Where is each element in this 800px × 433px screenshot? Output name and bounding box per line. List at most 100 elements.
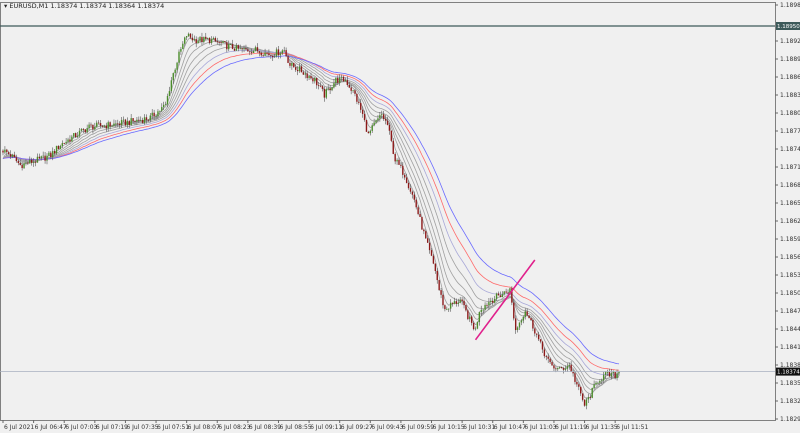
candle-body — [187, 33, 190, 37]
candle-body — [9, 154, 12, 157]
candle-body — [63, 143, 65, 144]
candle-body — [220, 42, 222, 44]
candle-body — [15, 157, 18, 162]
candle-body — [36, 156, 39, 163]
candle-body — [316, 78, 318, 86]
x-tick-label: 6 Jul 07:35 — [126, 424, 158, 431]
candle-body — [103, 125, 106, 127]
candle-body — [151, 112, 153, 116]
candle-body — [440, 290, 442, 295]
price-label-badge — [776, 367, 800, 376]
candle-body — [161, 107, 163, 111]
candle-body — [331, 87, 333, 91]
candle-body — [180, 48, 182, 52]
candle-body — [488, 302, 490, 306]
candle-body — [591, 387, 593, 398]
candle-body — [314, 78, 316, 82]
candle-body — [243, 48, 245, 50]
candle-body — [423, 229, 425, 232]
trendline[interactable] — [474, 259, 536, 341]
x-tick-label: 6 Jul 09:59 — [402, 424, 434, 431]
candle-body — [457, 302, 459, 304]
candle-body — [147, 119, 150, 121]
candle-body — [184, 37, 186, 44]
candle-body — [214, 37, 217, 42]
candle-body — [379, 115, 381, 119]
candle-body — [118, 123, 121, 126]
y-tick-label: 1.18475 — [780, 308, 800, 315]
y-tick-label: 1.18655 — [780, 200, 800, 207]
candle-body — [38, 156, 41, 159]
candle-body — [469, 316, 471, 320]
candle-body — [616, 373, 618, 378]
triangle-down-icon[interactable]: ▾ — [4, 2, 8, 10]
candle-body — [61, 143, 64, 146]
candle-body — [428, 242, 431, 251]
candle-body — [564, 368, 567, 370]
candle-body — [86, 128, 88, 133]
candle-body — [168, 91, 171, 96]
candle-body — [82, 129, 85, 130]
candle-body — [122, 119, 125, 121]
candle-body — [249, 51, 251, 53]
candle-body — [474, 328, 477, 330]
candle-body — [44, 155, 46, 161]
candle-body — [96, 122, 98, 127]
candle-body — [134, 121, 136, 122]
y-tick-label: 1.18595 — [780, 236, 800, 243]
candle-body — [229, 44, 232, 45]
candle-body — [350, 87, 352, 91]
candle-body — [287, 56, 289, 63]
y-tick-label: 1.18535 — [780, 272, 800, 279]
candle-body — [241, 48, 243, 50]
candle-body — [547, 356, 549, 359]
candle-body — [597, 382, 599, 384]
candle-body — [451, 302, 454, 304]
candle-body — [109, 122, 111, 127]
candle-body — [283, 50, 285, 51]
candle-body — [606, 372, 609, 373]
candle-body — [170, 80, 173, 92]
y-tick-label: 1.18385 — [780, 362, 800, 369]
candle-body — [602, 374, 605, 381]
y-tick-label: 1.18625 — [780, 218, 800, 225]
candle-body — [201, 37, 203, 43]
candle-body — [536, 333, 538, 335]
moving-average-line — [2, 43, 620, 385]
candle-body — [69, 139, 71, 142]
candle-body — [490, 300, 492, 303]
candle-body — [449, 302, 452, 309]
x-tick-label: 6 Jul 07:03 — [65, 424, 97, 431]
candle-body — [459, 299, 461, 303]
candle-body — [11, 154, 14, 157]
candle-body — [84, 129, 86, 133]
candle-body — [67, 139, 69, 142]
candle-body — [143, 117, 146, 123]
candle-body — [534, 328, 536, 334]
candle-body — [228, 44, 230, 50]
candle-body — [117, 123, 119, 125]
candle-body — [272, 55, 274, 58]
candle-body — [226, 42, 228, 50]
candle-body — [520, 320, 523, 323]
candle-body — [425, 231, 427, 239]
candle-body — [398, 159, 400, 165]
candle-body — [317, 85, 320, 87]
candle-body — [576, 381, 578, 385]
candle-body — [405, 177, 408, 183]
candle-body — [522, 316, 525, 321]
candle-body — [291, 62, 293, 66]
candle-body — [505, 291, 507, 293]
candle-body — [162, 104, 165, 108]
candle-body — [258, 51, 261, 53]
candle-body — [386, 120, 389, 125]
candle-body — [254, 47, 257, 51]
candle-body — [197, 40, 199, 44]
candle-body — [203, 36, 205, 43]
candle-body — [293, 62, 295, 68]
candle-body — [348, 84, 350, 88]
candle-body — [268, 53, 270, 56]
candle-body — [411, 191, 414, 195]
